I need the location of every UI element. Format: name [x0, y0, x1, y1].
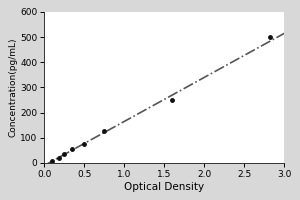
X-axis label: Optical Density: Optical Density: [124, 182, 205, 192]
Y-axis label: Concentration(pg/mL): Concentration(pg/mL): [8, 38, 17, 137]
